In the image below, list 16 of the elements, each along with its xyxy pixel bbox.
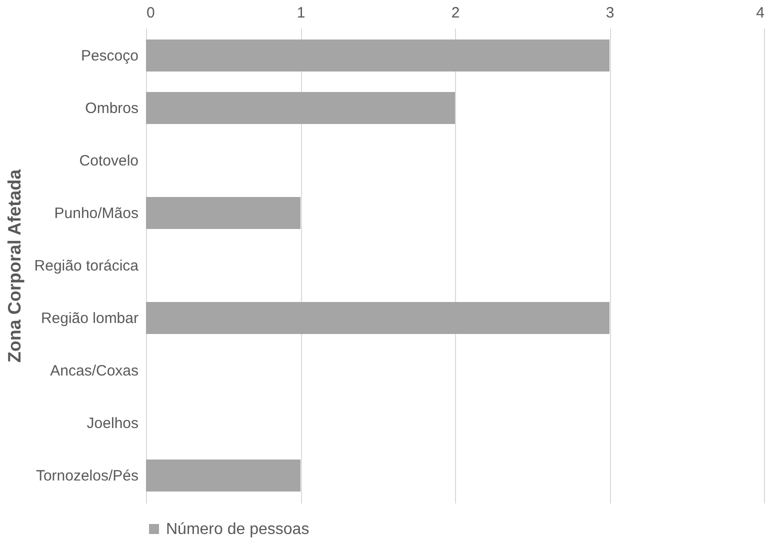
x-tick-label: 3	[606, 4, 614, 22]
y-tick-label: Região lombar	[40, 310, 138, 327]
legend-label: Número de pessoas	[166, 521, 310, 538]
x-tick-label: 1	[296, 4, 306, 22]
x-tick-label: 4	[756, 4, 764, 22]
y-tick-label: Pescoço	[80, 48, 138, 65]
x-tick-label: 0	[146, 4, 155, 22]
x-tick-label: 2	[451, 4, 460, 22]
y-tick-label: Joelhos	[86, 414, 138, 432]
y-tick-label: Região torácica	[34, 258, 140, 274]
y-tick-label: Punho/Mãos	[54, 205, 138, 222]
y-tick-label: Tornozelos/Pés	[36, 467, 138, 484]
y-tick-label: Cotovelo	[79, 152, 138, 170]
y-tick-label: Ancas/Coxas	[50, 362, 138, 380]
y-tick-label: Ombros	[85, 100, 138, 118]
y-axis-title: Zona Corporal Afetada	[4, 168, 24, 363]
